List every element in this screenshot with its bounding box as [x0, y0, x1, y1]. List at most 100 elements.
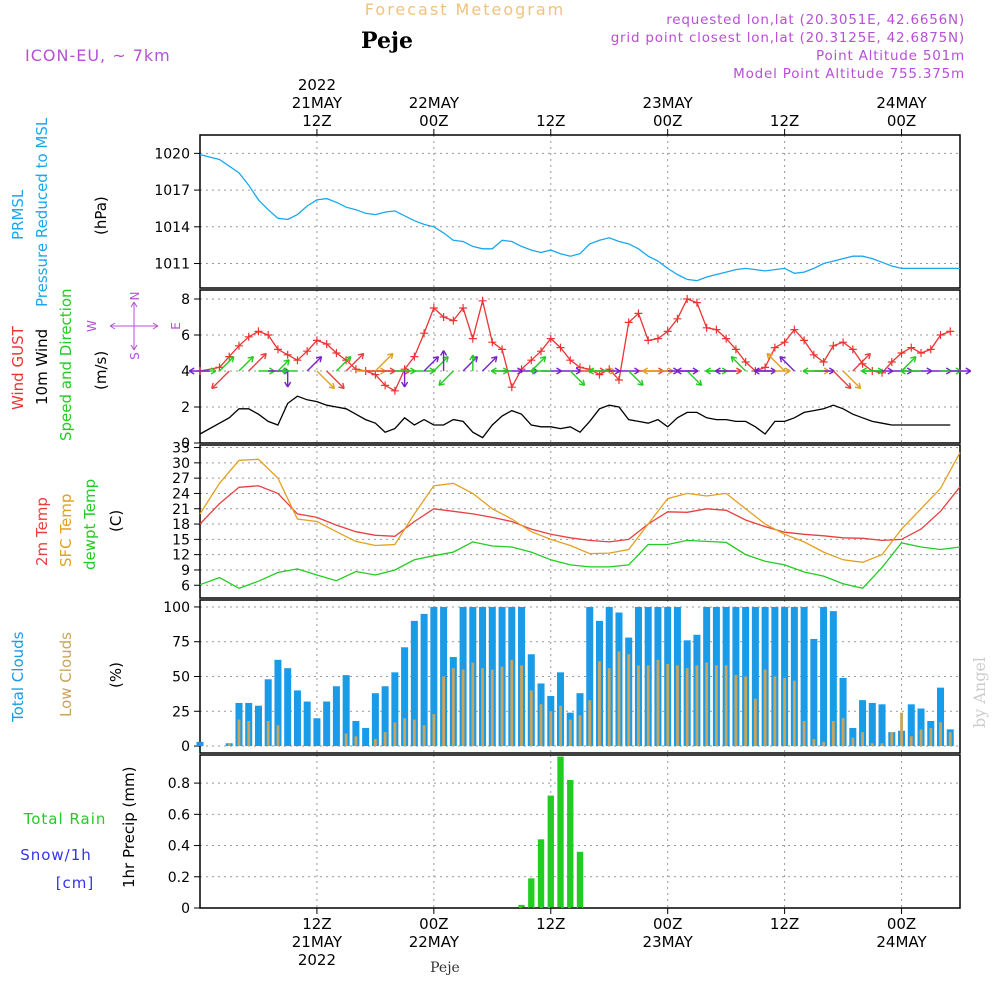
wind-arrow	[238, 356, 254, 372]
total-cloud-bar	[371, 693, 379, 747]
wind-arrow	[335, 356, 352, 372]
gust-marker	[946, 327, 955, 336]
wind-unit: (m/s)	[92, 351, 110, 390]
total-cloud-bar	[859, 700, 867, 747]
temp-sfc-label: SFC Temp	[57, 494, 75, 567]
gust-marker	[917, 349, 926, 357]
total-cloud-bar	[751, 606, 759, 747]
low-cloud-bar	[812, 739, 816, 747]
wind-arrowhead	[281, 367, 287, 375]
total-cloud-bar	[196, 741, 204, 747]
low-cloud-bar	[422, 725, 426, 747]
wind-arrowhead	[730, 355, 738, 363]
temp-unit: (C)	[107, 510, 125, 532]
total-cloud-bar	[917, 708, 925, 747]
wind-arrow	[482, 356, 498, 372]
gust-marker	[459, 304, 468, 312]
bottom-time-label: 22MAY	[409, 933, 460, 951]
top-time-label: 2022	[298, 76, 336, 94]
wind-arrowhead	[779, 355, 786, 363]
gust-marker	[595, 370, 604, 379]
gust-marker	[478, 296, 487, 305]
wind-arrowhead	[247, 355, 255, 363]
total-cloud-bar	[820, 606, 828, 747]
clouds-unit: (%)	[107, 662, 125, 688]
y-tick-label: 15	[172, 532, 190, 548]
total-cloud-bar	[254, 705, 262, 747]
rain-bar	[557, 756, 564, 908]
gust-marker	[887, 358, 896, 366]
low-cloud-bar	[656, 659, 660, 747]
axis-labels: 1011101410171020024686912151821242730330…	[9, 76, 928, 969]
y-tick-label: 24	[172, 486, 190, 502]
y-tick-label: 0.6	[168, 807, 190, 823]
bottom-station: Peje	[430, 960, 460, 976]
gust-marker	[566, 356, 575, 365]
rain-bar	[518, 904, 525, 908]
gust-marker	[936, 331, 945, 339]
wind-arrowhead	[854, 382, 862, 390]
gust-marker	[712, 325, 721, 334]
gust-marker	[673, 314, 682, 323]
wind-arrowhead	[900, 367, 906, 375]
rain-bar	[547, 795, 554, 908]
low-cloud-bar	[724, 665, 728, 747]
low-cloud-bar	[607, 668, 611, 747]
total-cloud-bar	[352, 721, 360, 747]
low-cloud-bar	[890, 732, 894, 747]
gust-marker	[429, 304, 438, 312]
low-cloud-bar	[831, 721, 835, 747]
wind-arrowhead	[965, 367, 972, 375]
gust-marker	[468, 334, 477, 343]
temp-sfc-line	[199, 452, 961, 563]
gust-marker	[420, 329, 429, 338]
gust-marker	[449, 316, 458, 325]
top-time-label: 00Z	[653, 112, 682, 130]
total-cloud-bar	[420, 613, 428, 747]
gust-marker	[322, 340, 331, 348]
gust-marker	[761, 363, 770, 372]
gust-marker	[234, 341, 243, 350]
y-tick-label: 4	[181, 364, 190, 380]
low-cloud-bar	[403, 718, 407, 747]
gust-marker	[303, 347, 312, 356]
wind-arrow	[842, 370, 862, 389]
y-tick-label: 0	[181, 436, 190, 452]
y-tick-label: 0.4	[168, 839, 190, 855]
gust-marker	[644, 336, 653, 345]
panels	[188, 129, 972, 914]
low-cloud-bar	[637, 665, 640, 747]
low-cloud-bar	[734, 675, 738, 747]
y-tick-label: 6	[181, 328, 190, 344]
gust-marker	[839, 338, 848, 347]
gust-marker	[527, 356, 536, 365]
gust-marker	[926, 345, 935, 354]
panel-frame	[199, 444, 961, 599]
compass-e: E	[169, 322, 183, 330]
low-cloud-bar	[276, 725, 280, 747]
bottom-time-label: 2022	[298, 951, 336, 969]
top-time-label: 22MAY	[409, 94, 460, 112]
y-tick-label: 50	[172, 670, 190, 686]
low-cloud-bar	[705, 662, 709, 747]
y-tick-label: 0.2	[168, 870, 190, 886]
gust-marker	[507, 383, 516, 392]
low-cloud-bar	[646, 665, 650, 747]
y-tick-label: 0	[181, 739, 190, 755]
total-cloud-bar	[839, 677, 847, 747]
wind-arrowhead	[357, 352, 365, 360]
low-cloud-bar	[802, 721, 806, 747]
wind-arrowhead	[401, 381, 409, 388]
low-cloud-bar	[451, 668, 455, 747]
gust-line	[199, 298, 951, 392]
wind-arrowhead	[754, 367, 760, 375]
total-cloud-bar	[410, 620, 418, 747]
wind-arrow	[686, 370, 703, 386]
forecast-title: Forecast Meteogram	[365, 0, 565, 19]
wind-arrow	[766, 353, 786, 372]
wind-arrow	[316, 370, 335, 389]
total-cloud-bar	[274, 659, 282, 747]
gust-marker	[390, 386, 399, 395]
gust-marker	[283, 350, 292, 359]
gust-marker	[683, 295, 692, 303]
